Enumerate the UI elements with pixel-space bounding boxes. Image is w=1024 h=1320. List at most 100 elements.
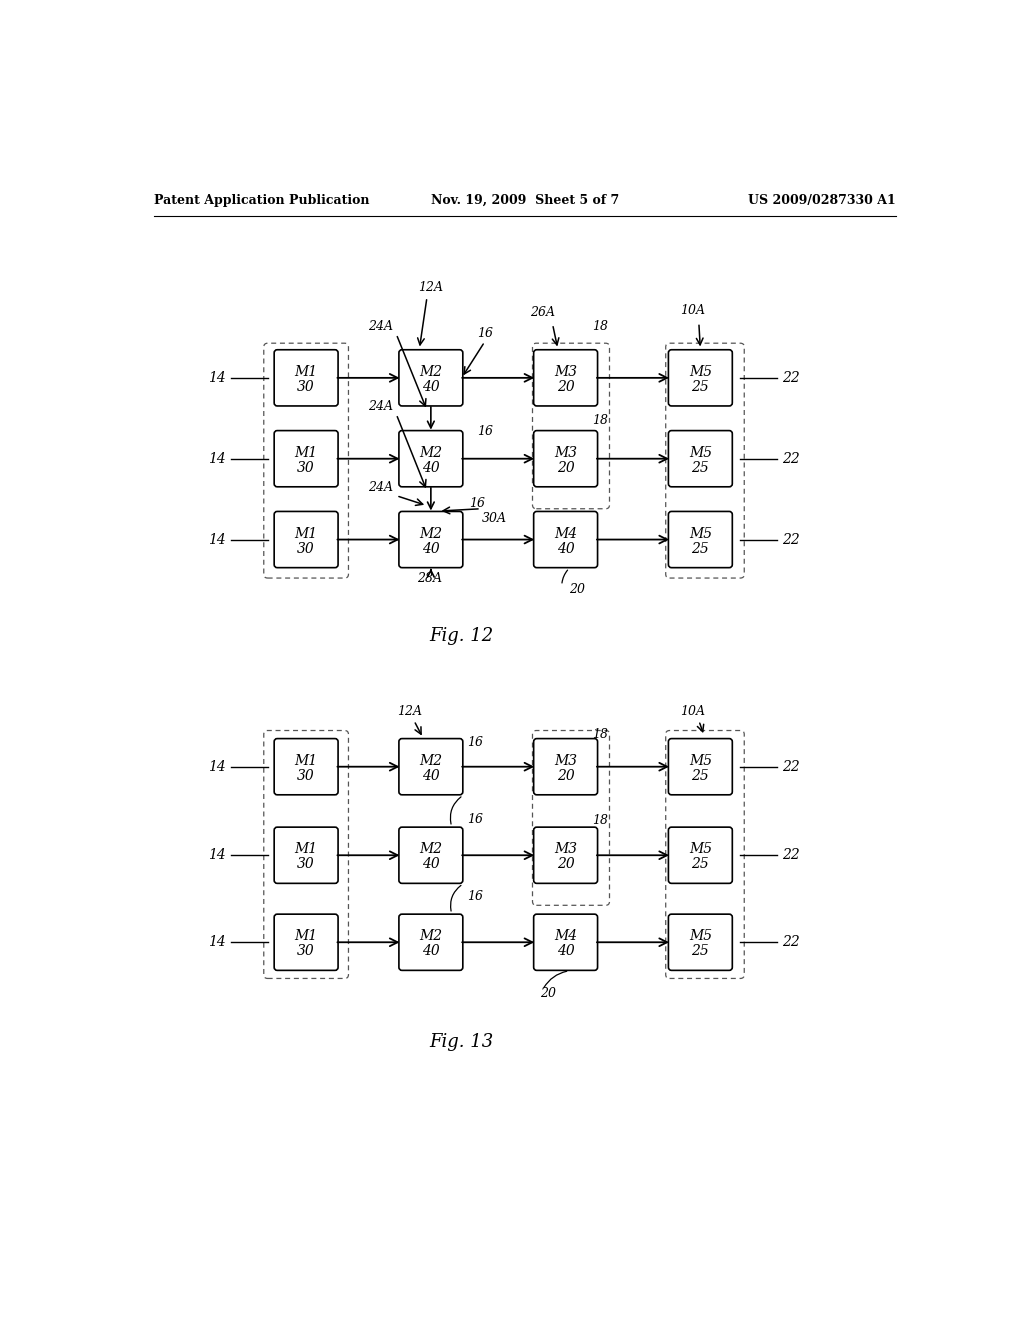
Text: 10A: 10A (680, 305, 706, 317)
Text: 14: 14 (208, 371, 225, 385)
Text: 16: 16 (468, 813, 483, 825)
Text: 25: 25 (691, 541, 710, 556)
Text: 20: 20 (557, 380, 574, 393)
Text: 30A: 30A (481, 512, 507, 525)
Text: 40: 40 (422, 541, 439, 556)
Text: M3: M3 (554, 754, 578, 768)
Text: 16: 16 (477, 327, 493, 341)
Text: 30: 30 (297, 461, 315, 475)
Text: 12A: 12A (397, 705, 422, 718)
Text: M5: M5 (689, 842, 712, 857)
FancyBboxPatch shape (669, 350, 732, 407)
FancyBboxPatch shape (399, 350, 463, 407)
Text: 40: 40 (422, 461, 439, 475)
Text: M1: M1 (295, 754, 317, 768)
Text: 30: 30 (297, 768, 315, 783)
Text: M1: M1 (295, 527, 317, 541)
Text: 20: 20 (569, 583, 585, 597)
Text: 24A: 24A (369, 482, 393, 495)
FancyBboxPatch shape (534, 430, 598, 487)
Text: 16: 16 (468, 890, 483, 903)
Text: M2: M2 (419, 929, 442, 944)
Text: 40: 40 (422, 768, 439, 783)
Text: 12A: 12A (419, 281, 443, 294)
Text: M4: M4 (554, 929, 578, 944)
Text: 40: 40 (422, 857, 439, 871)
FancyBboxPatch shape (399, 915, 463, 970)
FancyBboxPatch shape (534, 915, 598, 970)
FancyBboxPatch shape (399, 430, 463, 487)
FancyBboxPatch shape (274, 915, 338, 970)
Text: 22: 22 (782, 760, 800, 774)
Text: 22: 22 (782, 936, 800, 949)
Text: US 2009/0287330 A1: US 2009/0287330 A1 (749, 194, 896, 207)
Text: Patent Application Publication: Patent Application Publication (154, 194, 370, 207)
Text: 22: 22 (782, 849, 800, 862)
Text: 30: 30 (297, 944, 315, 958)
Text: M1: M1 (295, 446, 317, 459)
Text: 30: 30 (297, 380, 315, 393)
FancyBboxPatch shape (669, 828, 732, 883)
Text: 25: 25 (691, 768, 710, 783)
Text: 10A: 10A (680, 705, 706, 718)
Text: 40: 40 (557, 541, 574, 556)
Text: M3: M3 (554, 364, 578, 379)
Text: 20: 20 (557, 857, 574, 871)
Text: M2: M2 (419, 446, 442, 459)
Text: 14: 14 (208, 532, 225, 546)
Text: M5: M5 (689, 929, 712, 944)
Text: M4: M4 (554, 527, 578, 541)
Text: M2: M2 (419, 754, 442, 768)
Text: M1: M1 (295, 842, 317, 857)
Text: 18: 18 (592, 413, 608, 426)
FancyBboxPatch shape (669, 739, 732, 795)
Text: 16: 16 (477, 425, 493, 438)
FancyBboxPatch shape (669, 430, 732, 487)
Text: 18: 18 (592, 319, 608, 333)
Text: 14: 14 (208, 451, 225, 466)
Text: 14: 14 (208, 760, 225, 774)
FancyBboxPatch shape (274, 828, 338, 883)
Text: M1: M1 (295, 364, 317, 379)
Text: 20: 20 (540, 987, 556, 1001)
Text: 40: 40 (422, 380, 439, 393)
Text: 25: 25 (691, 944, 710, 958)
FancyBboxPatch shape (274, 350, 338, 407)
Text: 14: 14 (208, 936, 225, 949)
Text: M2: M2 (419, 842, 442, 857)
FancyBboxPatch shape (274, 739, 338, 795)
Text: 18: 18 (592, 727, 608, 741)
Text: 40: 40 (422, 944, 439, 958)
Text: 25: 25 (691, 380, 710, 393)
Text: 25: 25 (691, 461, 710, 475)
FancyBboxPatch shape (399, 511, 463, 568)
FancyBboxPatch shape (534, 511, 598, 568)
Text: 14: 14 (208, 849, 225, 862)
Text: 30: 30 (297, 857, 315, 871)
Text: 20: 20 (557, 461, 574, 475)
Text: M2: M2 (419, 527, 442, 541)
FancyBboxPatch shape (534, 739, 598, 795)
Text: 22: 22 (782, 451, 800, 466)
Text: 25: 25 (691, 857, 710, 871)
Text: 22: 22 (782, 371, 800, 385)
FancyBboxPatch shape (399, 739, 463, 795)
FancyBboxPatch shape (534, 828, 598, 883)
Text: 26A: 26A (530, 306, 555, 319)
Text: M3: M3 (554, 446, 578, 459)
FancyBboxPatch shape (534, 350, 598, 407)
Text: 22: 22 (782, 532, 800, 546)
Text: M1: M1 (295, 929, 317, 944)
Text: 24A: 24A (369, 319, 393, 333)
Text: M5: M5 (689, 754, 712, 768)
FancyBboxPatch shape (669, 915, 732, 970)
Text: 20: 20 (557, 768, 574, 783)
Text: 16: 16 (469, 496, 485, 510)
Text: 16: 16 (468, 735, 483, 748)
Text: 18: 18 (592, 814, 608, 828)
Text: Fig. 13: Fig. 13 (429, 1034, 494, 1051)
Text: Nov. 19, 2009  Sheet 5 of 7: Nov. 19, 2009 Sheet 5 of 7 (431, 194, 618, 207)
Text: M5: M5 (689, 364, 712, 379)
FancyBboxPatch shape (399, 828, 463, 883)
FancyBboxPatch shape (274, 430, 338, 487)
